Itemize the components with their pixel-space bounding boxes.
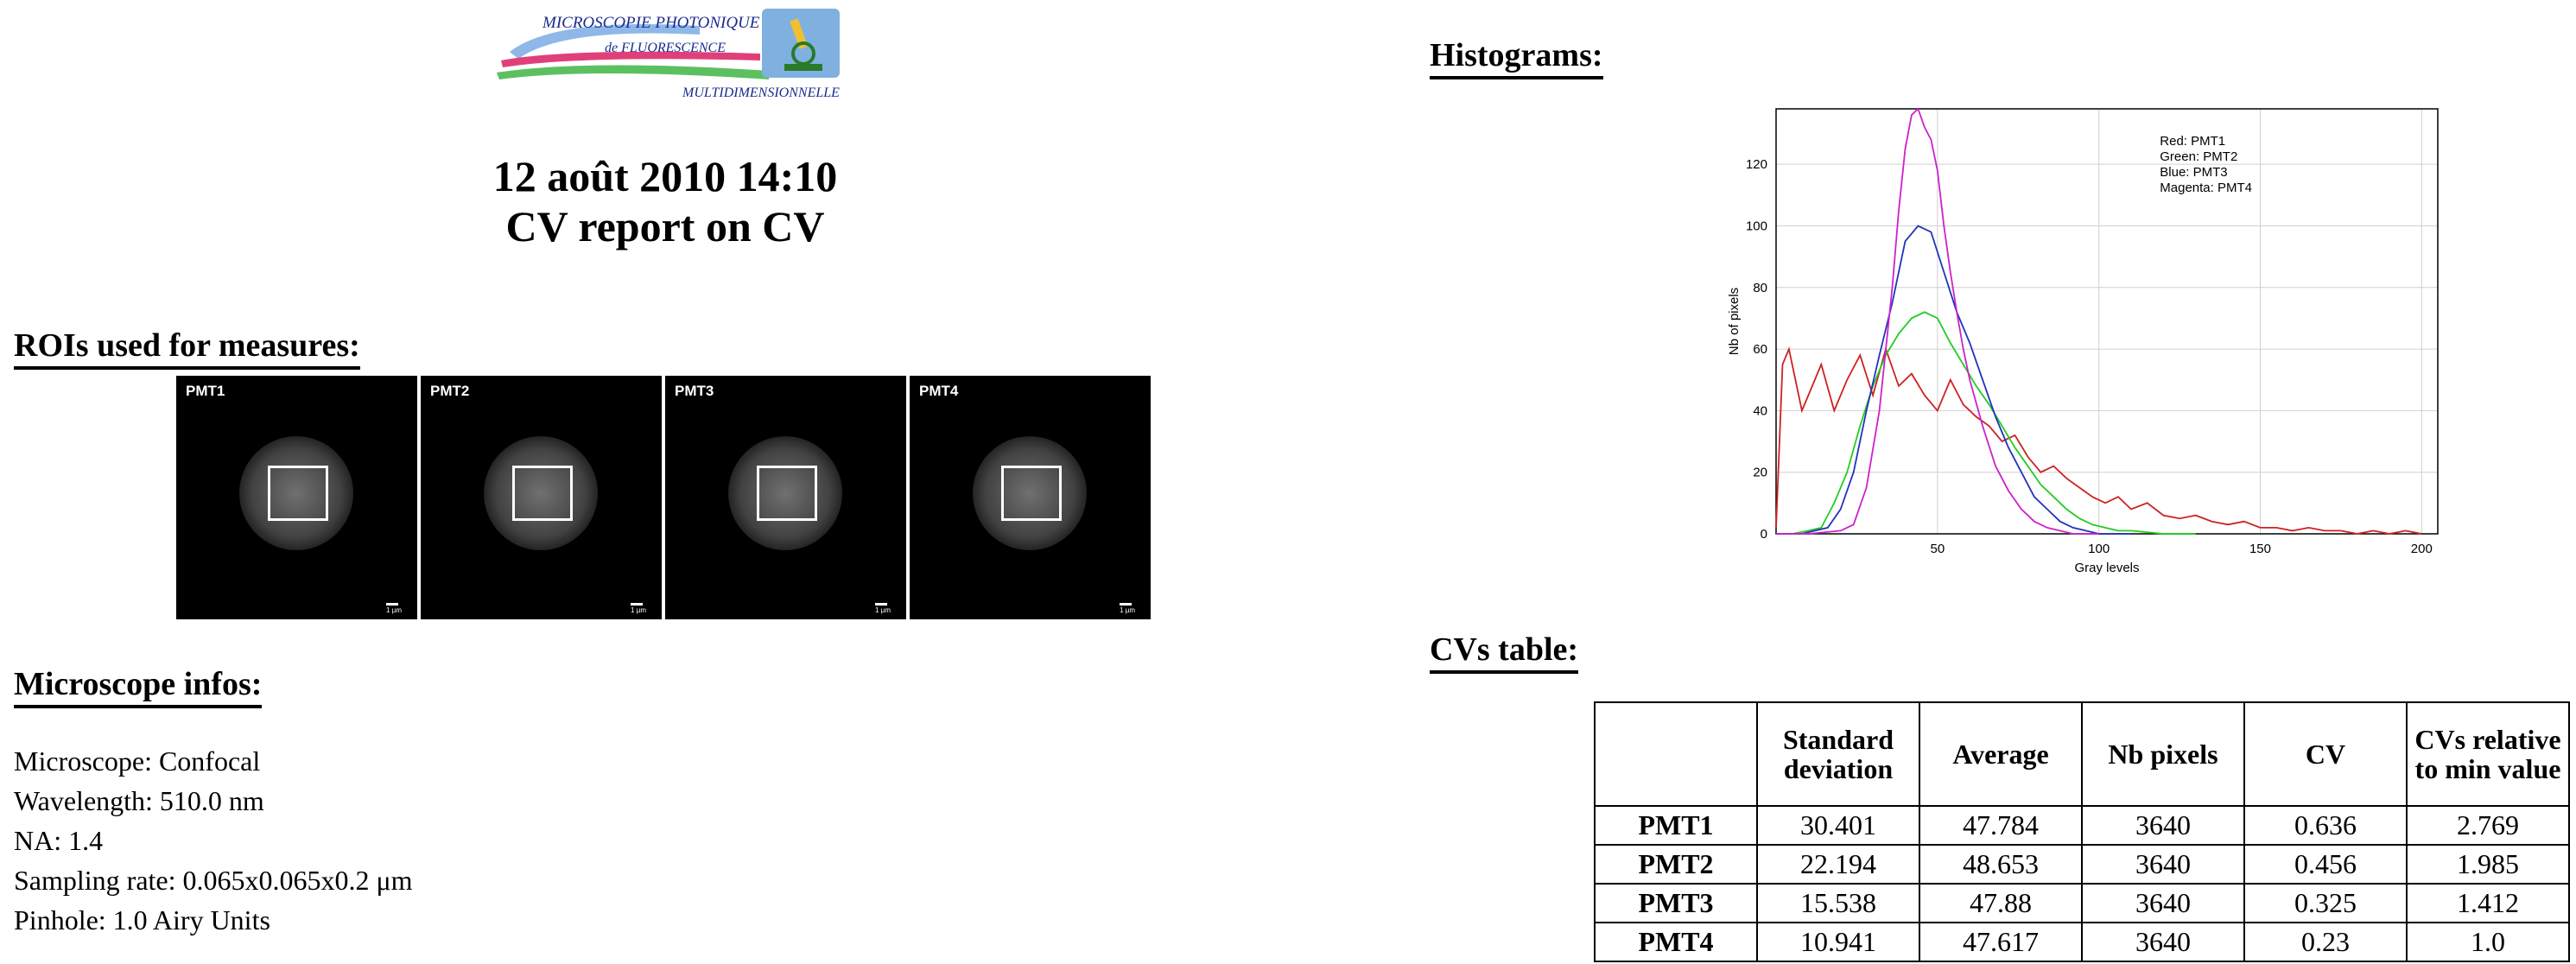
chart-ticks: 50 100 150 200 0 20 40 60 80 100 120 [1746,157,2433,556]
scale-bar-label: 1 µm [1120,606,1135,614]
table-cell: 30.401 [1757,806,1919,845]
table-cell: 48.653 [1919,845,2082,884]
table-cell: 0.325 [2244,884,2407,923]
table-cell-name: PMT2 [1595,845,1757,884]
logo-line-3: MULTIDIMENSIONNELLE [682,86,840,100]
legend-entry: Green: PMT2 [2160,149,2237,164]
table-cell: 2.769 [2407,806,2569,845]
logo-line-1: MICROSCOPIE PHOTONIQUE [542,14,760,32]
roi-rectangle [1001,466,1062,521]
info-microscope: Microscope: Confocal [14,741,260,781]
chart-grid [1776,109,2438,534]
column-header-cv: CV [2244,702,2407,806]
x-tick-label: 100 [2088,542,2110,556]
table-cell: 10.941 [1757,923,1919,961]
y-tick-label: 0 [1761,527,1767,542]
table-cell: 22.194 [1757,845,1919,884]
roi-image-strip: PMT1 1 µm PMT2 1 µm PMT3 1 µm PMT4 1 µm [176,376,1151,619]
scale-bar-label: 1 µm [875,606,891,614]
info-sampling-rate: Sampling rate: 0.065x0.065x0.2 μm [14,860,413,900]
cv-table: Standard deviation Average Nb pixels CV … [1594,701,2570,962]
table-cell-name: PMT1 [1595,806,1757,845]
x-tick-label: 50 [1930,542,1945,556]
table-row: PMT2 22.194 48.653 3640 0.456 1.985 [1595,845,2569,884]
info-wavelength: Wavelength: 510.0 nm [14,781,264,821]
x-axis-label: Gray levels [2074,561,2139,575]
y-tick-label: 20 [1753,466,1767,480]
plot-frame [1776,109,2438,534]
roi-panel-pmt1: PMT1 1 µm [176,376,417,619]
institution-logo: MICROSCOPIE PHOTONIQUE de FLUORESCENCE M… [484,0,847,108]
series-line-pmt3 [1776,226,2131,535]
roi-section-heading: ROIs used for measures: [14,327,360,370]
scale-bar-label: 1 µm [631,606,646,614]
histogram-svg: 50 100 150 200 0 20 40 60 80 100 120 Red: PMT1Gree… [1719,92,2462,593]
scale-bar [875,603,887,606]
histograms-section-heading: Histograms: [1430,36,1603,79]
table-cell: 3640 [2082,845,2244,884]
roi-rectangle [268,466,328,521]
roi-panel-pmt2: PMT2 1 µm [421,376,662,619]
table-cell: 3640 [2082,806,2244,845]
report-title: CV report on CV [0,201,1330,251]
scale-bar [631,603,643,606]
legend-entry: Blue: PMT3 [2160,165,2227,180]
table-cell: 1.412 [2407,884,2569,923]
x-tick-label: 150 [2249,542,2271,556]
roi-panel-pmt3: PMT3 1 µm [665,376,906,619]
roi-rectangle [757,466,817,521]
column-header-cv-relative: CVs relative to min value [2407,702,2569,806]
roi-rectangle [512,466,573,521]
table-cell: 47.88 [1919,884,2082,923]
table-cell: 1.0 [2407,923,2569,961]
table-row: PMT3 15.538 47.88 3640 0.325 1.412 [1595,884,2569,923]
y-axis-label: Nb of pixels [1727,288,1742,355]
y-tick-label: 60 [1753,342,1767,357]
table-cell-name: PMT3 [1595,884,1757,923]
table-cell: 1.985 [2407,845,2569,884]
table-cell: 3640 [2082,884,2244,923]
histogram-chart: 50 100 150 200 0 20 40 60 80 100 120 Red: PMT1 Gree… [1719,92,2462,593]
roi-panel-label: PMT1 [186,383,225,400]
roi-panel-label: PMT2 [430,383,469,400]
table-cell: 0.23 [2244,923,2407,961]
table-header-row: Standard deviation Average Nb pixels CV … [1595,702,2569,806]
cv-table-section-heading: CVs table: [1430,631,1578,674]
legend-entry: Magenta: PMT4 [2160,181,2252,195]
y-tick-label: 100 [1746,219,1767,233]
y-tick-label: 80 [1753,281,1767,295]
table-cell: 0.456 [2244,845,2407,884]
table-cell: 47.784 [1919,806,2082,845]
table-cell: 47.617 [1919,923,2082,961]
info-pinhole: Pinhole: 1.0 Airy Units [14,900,270,940]
y-tick-label: 120 [1746,157,1767,172]
logo-line-2: de FLUORESCENCE [605,41,726,55]
logo-swoosh-green [497,65,769,79]
logo-graphic: MICROSCOPIE PHOTONIQUE de FLUORESCENCE M… [484,0,847,108]
table-cell: 3640 [2082,923,2244,961]
table-cell: 0.636 [2244,806,2407,845]
table-row: PMT1 30.401 47.784 3640 0.636 2.769 [1595,806,2569,845]
table-cell: 15.538 [1757,884,1919,923]
scale-bar [1120,603,1132,606]
info-na: NA: 1.4 [14,821,103,860]
table-cell-name: PMT4 [1595,923,1757,961]
x-tick-label: 200 [2411,542,2433,556]
column-header-empty [1595,702,1757,806]
scale-bar [386,603,398,606]
scale-bar-label: 1 µm [386,606,402,614]
column-header-nb-pixels: Nb pixels [2082,702,2244,806]
legend-entry: Red: PMT1 [2160,134,2225,149]
roi-panel-label: PMT4 [919,383,958,400]
roi-panel-pmt4: PMT4 1 µm [910,376,1151,619]
microscope-section-heading: Microscope infos: [14,665,262,708]
roi-panel-label: PMT3 [675,383,714,400]
column-header-std: Standard deviation [1757,702,1919,806]
report-date: 12 août 2010 14:10 [0,151,1330,201]
column-header-average: Average [1919,702,2082,806]
y-tick-label: 40 [1753,403,1767,418]
table-row: PMT4 10.941 47.617 3640 0.23 1.0 [1595,923,2569,961]
